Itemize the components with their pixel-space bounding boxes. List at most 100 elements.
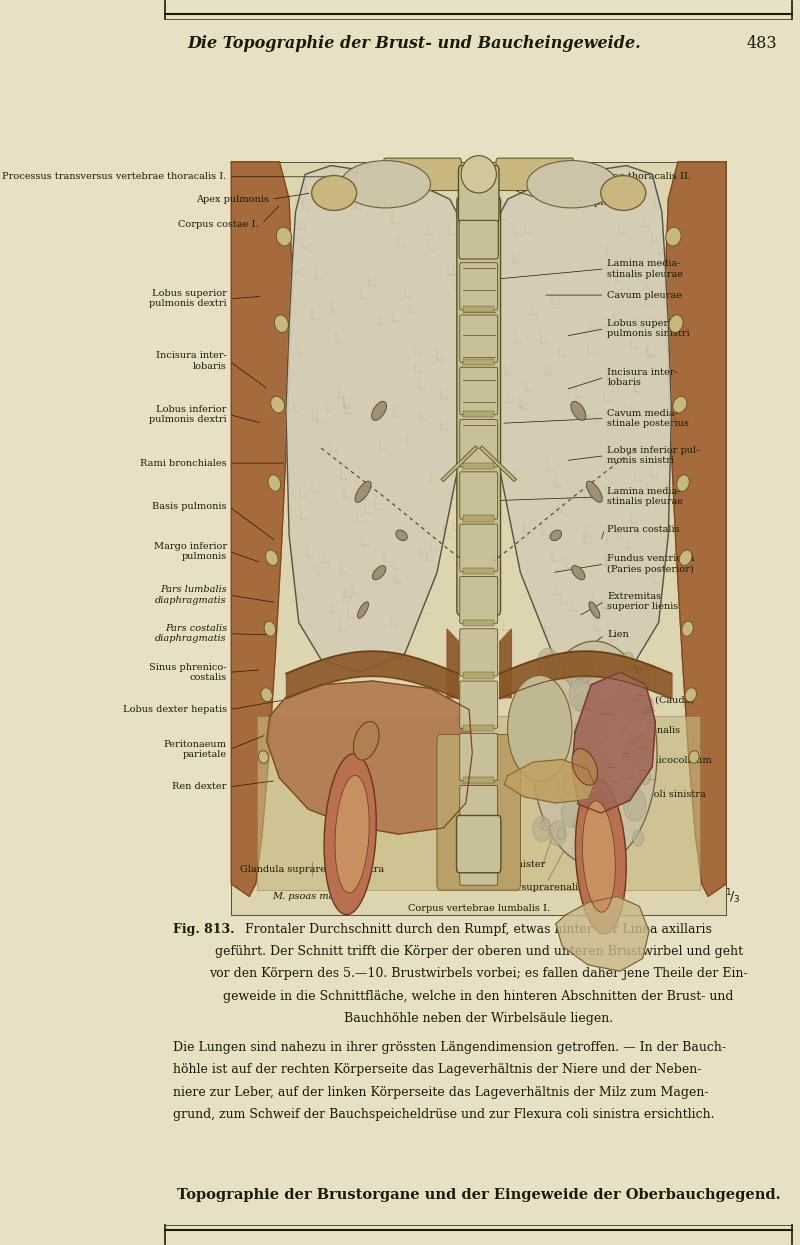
FancyBboxPatch shape xyxy=(457,815,501,873)
Polygon shape xyxy=(556,896,649,971)
Text: Flexura coli sinistra: Flexura coli sinistra xyxy=(607,789,706,799)
Ellipse shape xyxy=(633,830,644,847)
Ellipse shape xyxy=(563,772,581,798)
Text: Lobus dexter hepatis: Lobus dexter hepatis xyxy=(122,705,227,715)
FancyBboxPatch shape xyxy=(458,166,499,223)
Ellipse shape xyxy=(626,695,646,723)
Bar xyxy=(463,411,494,417)
Ellipse shape xyxy=(533,815,550,842)
Ellipse shape xyxy=(355,482,371,502)
Text: geweide in die Schnittfläche, welche in den hinteren Abschnitten der Brust- und: geweide in die Schnittfläche, welche in … xyxy=(223,990,734,1002)
Text: Cupula pleurae: Cupula pleurae xyxy=(556,198,631,208)
Ellipse shape xyxy=(673,396,687,413)
Text: 483: 483 xyxy=(746,35,777,52)
Ellipse shape xyxy=(546,749,554,759)
Bar xyxy=(257,716,700,890)
Ellipse shape xyxy=(549,820,566,845)
Ellipse shape xyxy=(538,772,558,802)
Ellipse shape xyxy=(261,687,273,702)
Ellipse shape xyxy=(569,679,591,711)
Ellipse shape xyxy=(354,722,379,759)
Ellipse shape xyxy=(602,788,612,802)
Text: Die Topographie der Brust- und Baucheingeweide.: Die Topographie der Brust- und Baucheing… xyxy=(187,35,642,52)
Ellipse shape xyxy=(537,727,559,759)
Ellipse shape xyxy=(538,819,545,830)
Ellipse shape xyxy=(270,396,285,413)
Text: $^1\!/_3$: $^1\!/_3$ xyxy=(725,886,740,906)
FancyBboxPatch shape xyxy=(460,472,498,519)
Text: Margo inferior
pulmonis: Margo inferior pulmonis xyxy=(154,542,227,561)
Ellipse shape xyxy=(578,728,601,761)
Text: Pleura costalis: Pleura costalis xyxy=(607,524,680,534)
Polygon shape xyxy=(572,672,655,813)
Ellipse shape xyxy=(586,674,603,700)
Ellipse shape xyxy=(341,161,430,208)
FancyBboxPatch shape xyxy=(460,367,498,415)
Ellipse shape xyxy=(626,710,634,721)
Text: Frontaler Durchschnitt durch den Rumpf, etwas hinter der Linea axillaris: Frontaler Durchschnitt durch den Rumpf, … xyxy=(246,923,712,935)
Ellipse shape xyxy=(537,686,548,702)
Ellipse shape xyxy=(586,482,602,502)
Text: V. lienalis: V. lienalis xyxy=(607,662,654,672)
Ellipse shape xyxy=(634,676,648,696)
Ellipse shape xyxy=(372,401,386,421)
Ellipse shape xyxy=(550,530,562,540)
Text: Rami bronchiales: Rami bronchiales xyxy=(140,458,227,468)
Ellipse shape xyxy=(602,696,618,720)
Ellipse shape xyxy=(558,766,576,794)
Text: Processus transversus vertebrae thoracalis I.: Processus transversus vertebrae thoracal… xyxy=(2,172,227,182)
Ellipse shape xyxy=(557,828,565,839)
Ellipse shape xyxy=(536,764,553,789)
Text: Saccus lienalis: Saccus lienalis xyxy=(607,726,680,736)
Text: Lobus inferior pul-
monis sinistri: Lobus inferior pul- monis sinistri xyxy=(607,446,699,466)
Text: Peritonaeum
parietale: Peritonaeum parietale xyxy=(164,740,227,759)
Ellipse shape xyxy=(258,751,269,763)
Ellipse shape xyxy=(545,710,553,721)
Ellipse shape xyxy=(264,621,276,636)
Bar xyxy=(463,515,494,522)
FancyBboxPatch shape xyxy=(460,263,498,310)
FancyBboxPatch shape xyxy=(460,420,498,467)
Text: Ren sinister: Ren sinister xyxy=(486,859,546,869)
Text: Die Lungen sind nahezu in ihrer grössten Längendimension getroffen. — In der Bau: Die Lungen sind nahezu in ihrer grössten… xyxy=(174,1041,726,1053)
FancyBboxPatch shape xyxy=(496,158,574,190)
Text: Incisura inter-
lobaris: Incisura inter- lobaris xyxy=(156,351,227,371)
Ellipse shape xyxy=(637,670,650,691)
Text: Lobus superior
pulmonis dextri: Lobus superior pulmonis dextri xyxy=(149,289,227,309)
Bar xyxy=(463,725,494,731)
Text: Sinus phrenico-
costalis: Sinus phrenico- costalis xyxy=(150,662,227,682)
FancyBboxPatch shape xyxy=(460,629,498,676)
Ellipse shape xyxy=(537,647,560,681)
Text: Corpus costae I.: Corpus costae I. xyxy=(178,219,259,229)
Text: Pars lumbalis
diaphragmatis: Pars lumbalis diaphragmatis xyxy=(155,585,227,605)
Text: Apex pulmonis: Apex pulmonis xyxy=(196,194,269,204)
Text: Lobus inferior
pulmonis dextri: Lobus inferior pulmonis dextri xyxy=(149,405,227,425)
FancyBboxPatch shape xyxy=(460,524,498,571)
Ellipse shape xyxy=(689,751,699,763)
Polygon shape xyxy=(505,759,594,803)
Text: Lamina media-
stinalis pleurae: Lamina media- stinalis pleurae xyxy=(607,259,683,279)
Ellipse shape xyxy=(372,565,386,580)
Bar xyxy=(231,162,726,915)
Ellipse shape xyxy=(669,315,683,332)
Ellipse shape xyxy=(641,697,654,715)
Bar xyxy=(463,568,494,574)
Text: Lien: Lien xyxy=(607,630,629,640)
FancyBboxPatch shape xyxy=(460,838,498,885)
Text: Incisura inter-
lobaris: Incisura inter- lobaris xyxy=(607,367,678,387)
Ellipse shape xyxy=(622,652,634,671)
Ellipse shape xyxy=(574,692,586,711)
Ellipse shape xyxy=(685,687,697,702)
Ellipse shape xyxy=(639,768,650,784)
Text: vor den Körpern des 5.—10. Brustwirbels vorbei; es fallen daher jene Theile der : vor den Körpern des 5.—10. Brustwirbels … xyxy=(210,967,748,980)
Ellipse shape xyxy=(585,804,598,824)
Ellipse shape xyxy=(531,721,554,753)
FancyBboxPatch shape xyxy=(437,735,521,890)
Polygon shape xyxy=(485,166,671,672)
Text: Lamina media-
stinalis pleurae: Lamina media- stinalis pleurae xyxy=(607,487,683,507)
Ellipse shape xyxy=(612,685,632,713)
Ellipse shape xyxy=(542,654,555,671)
Text: Cavum media-
stinale posterius: Cavum media- stinale posterius xyxy=(607,408,689,428)
Ellipse shape xyxy=(532,641,657,865)
Ellipse shape xyxy=(582,769,598,792)
